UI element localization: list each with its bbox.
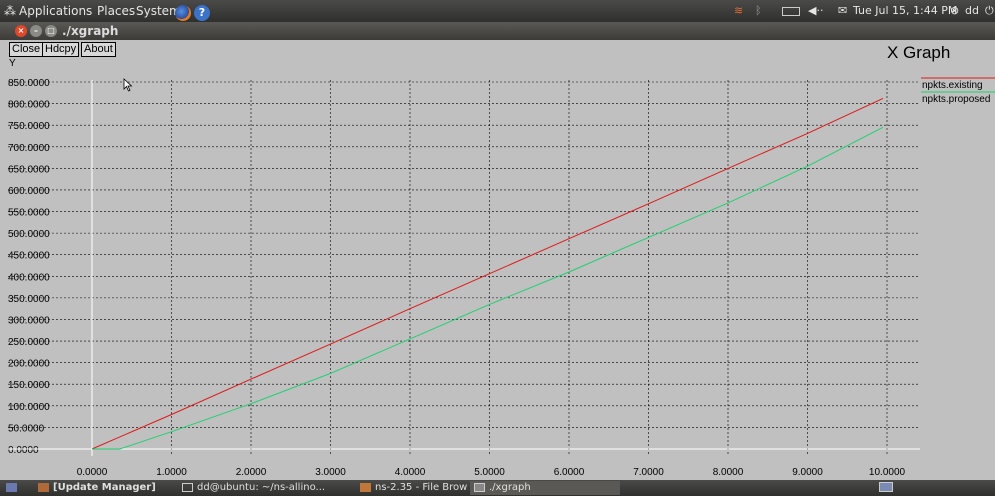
x-tick-label: 7.0000 — [633, 467, 664, 478]
y-tick-label: 100.0000 — [8, 402, 50, 413]
xgraph-app: 0.0000 50.0000 100.0000 150.0000 200.0000 250… — [0, 40, 995, 480]
user-icon[interactable]: ⊗ — [950, 4, 960, 17]
window-close-icon[interactable]: × — [15, 25, 27, 37]
x-tick-label: 0.0000 — [77, 467, 108, 478]
mouse-pointer-icon — [123, 78, 133, 92]
power-icon[interactable]: ⏻ — [985, 4, 994, 17]
y-tick-label: 750.0000 — [8, 121, 50, 132]
window-title-bar[interactable]: × – □ ./xgraph — [0, 22, 995, 40]
y-tick-label: 550.0000 — [8, 208, 50, 219]
taskbar-item-xgraph[interactable]: ./xgraph — [470, 481, 620, 495]
y-tick-label: 500.0000 — [8, 229, 50, 240]
x-tick-label: 6.0000 — [554, 467, 585, 478]
y-axis-label: Y — [9, 58, 16, 69]
window-icon — [474, 482, 485, 492]
applications-icon[interactable]: ⁂ — [4, 4, 16, 18]
series-line-npkts-proposed — [92, 126, 884, 450]
legend-label: npkts.proposed — [922, 94, 990, 105]
top-panel: ⁂ Applications Places System ? ≋ ᛒ ◀·· ✉… — [0, 0, 995, 22]
y-tick-label: 50.0000 — [8, 423, 45, 434]
x-tick-label: 9.0000 — [792, 467, 823, 478]
applications-menu[interactable]: Applications — [19, 4, 93, 18]
y-tick-label: 0.0000 — [8, 445, 39, 456]
graph-title: X Graph — [887, 43, 951, 62]
y-tick-label: 400.0000 — [8, 272, 50, 283]
window-maximize-icon[interactable]: □ — [45, 25, 57, 37]
x-tick-label: 4.0000 — [395, 467, 426, 478]
plot-area: 0.0000 50.0000 100.0000 150.0000 200.0000 250… — [8, 77, 995, 478]
bottom-panel: [Update Manager] dd@ubuntu: ~/ns-allino.… — [0, 480, 995, 496]
volume-icon[interactable]: ◀·· — [808, 4, 824, 17]
x-tick-label: 10.0000 — [869, 467, 906, 478]
close-button[interactable]: Close — [9, 42, 44, 57]
x-tick-label: 5.0000 — [474, 467, 505, 478]
system-menu[interactable]: System — [136, 4, 181, 18]
y-tick-label: 650.0000 — [8, 164, 50, 175]
places-menu[interactable]: Places — [97, 4, 136, 18]
y-tick-label: 250.0000 — [8, 337, 50, 348]
firefox-icon[interactable] — [175, 0, 191, 22]
about-button[interactable]: About — [81, 42, 116, 57]
workspace-switcher[interactable] — [875, 481, 893, 495]
y-tick-label: 300.0000 — [8, 315, 50, 326]
y-tick-label: 600.0000 — [8, 186, 50, 197]
y-tick-label: 700.0000 — [8, 143, 50, 154]
hdcpy-button[interactable]: Hdcpy — [42, 42, 80, 57]
series-line-npkts-existing — [91, 97, 884, 450]
y-tick-label: 450.0000 — [8, 251, 50, 262]
x-tick-label: 2.0000 — [236, 467, 267, 478]
x-tick-label: 1.0000 — [156, 467, 187, 478]
taskbar-item-terminal[interactable]: dd@ubuntu: ~/ns-allino... — [178, 481, 348, 495]
legend-label: npkts.existing — [922, 80, 983, 91]
network-icon[interactable]: ≋ — [734, 4, 744, 17]
taskbar-item-update-manager[interactable]: [Update Manager] — [34, 481, 174, 495]
window-minimize-icon[interactable]: – — [30, 25, 42, 37]
taskbar-item-file-browser[interactable]: ns-2.35 - File Browser — [356, 481, 468, 495]
window-title: ./xgraph — [62, 24, 119, 38]
y-tick-label: 800.0000 — [8, 100, 50, 111]
show-desktop-icon[interactable] — [2, 481, 20, 495]
x-tick-label: 8.0000 — [713, 467, 744, 478]
y-tick-label: 350.0000 — [8, 294, 50, 305]
y-tick-label: 850.0000 — [8, 78, 50, 89]
package-icon — [38, 482, 49, 492]
y-tick-label: 200.0000 — [8, 359, 50, 370]
bluetooth-icon[interactable]: ᛒ — [755, 4, 762, 17]
y-tick-label: 150.0000 — [8, 380, 50, 391]
battery-icon[interactable] — [782, 0, 800, 22]
folder-icon — [360, 482, 371, 492]
help-icon[interactable]: ? — [194, 0, 210, 22]
user-name[interactable]: dd — [965, 4, 979, 17]
mail-icon[interactable]: ✉ — [838, 4, 848, 17]
terminal-icon — [182, 482, 193, 492]
x-tick-label: 3.0000 — [315, 467, 346, 478]
clock[interactable]: Tue Jul 15, 1:44 PM — [853, 4, 958, 17]
